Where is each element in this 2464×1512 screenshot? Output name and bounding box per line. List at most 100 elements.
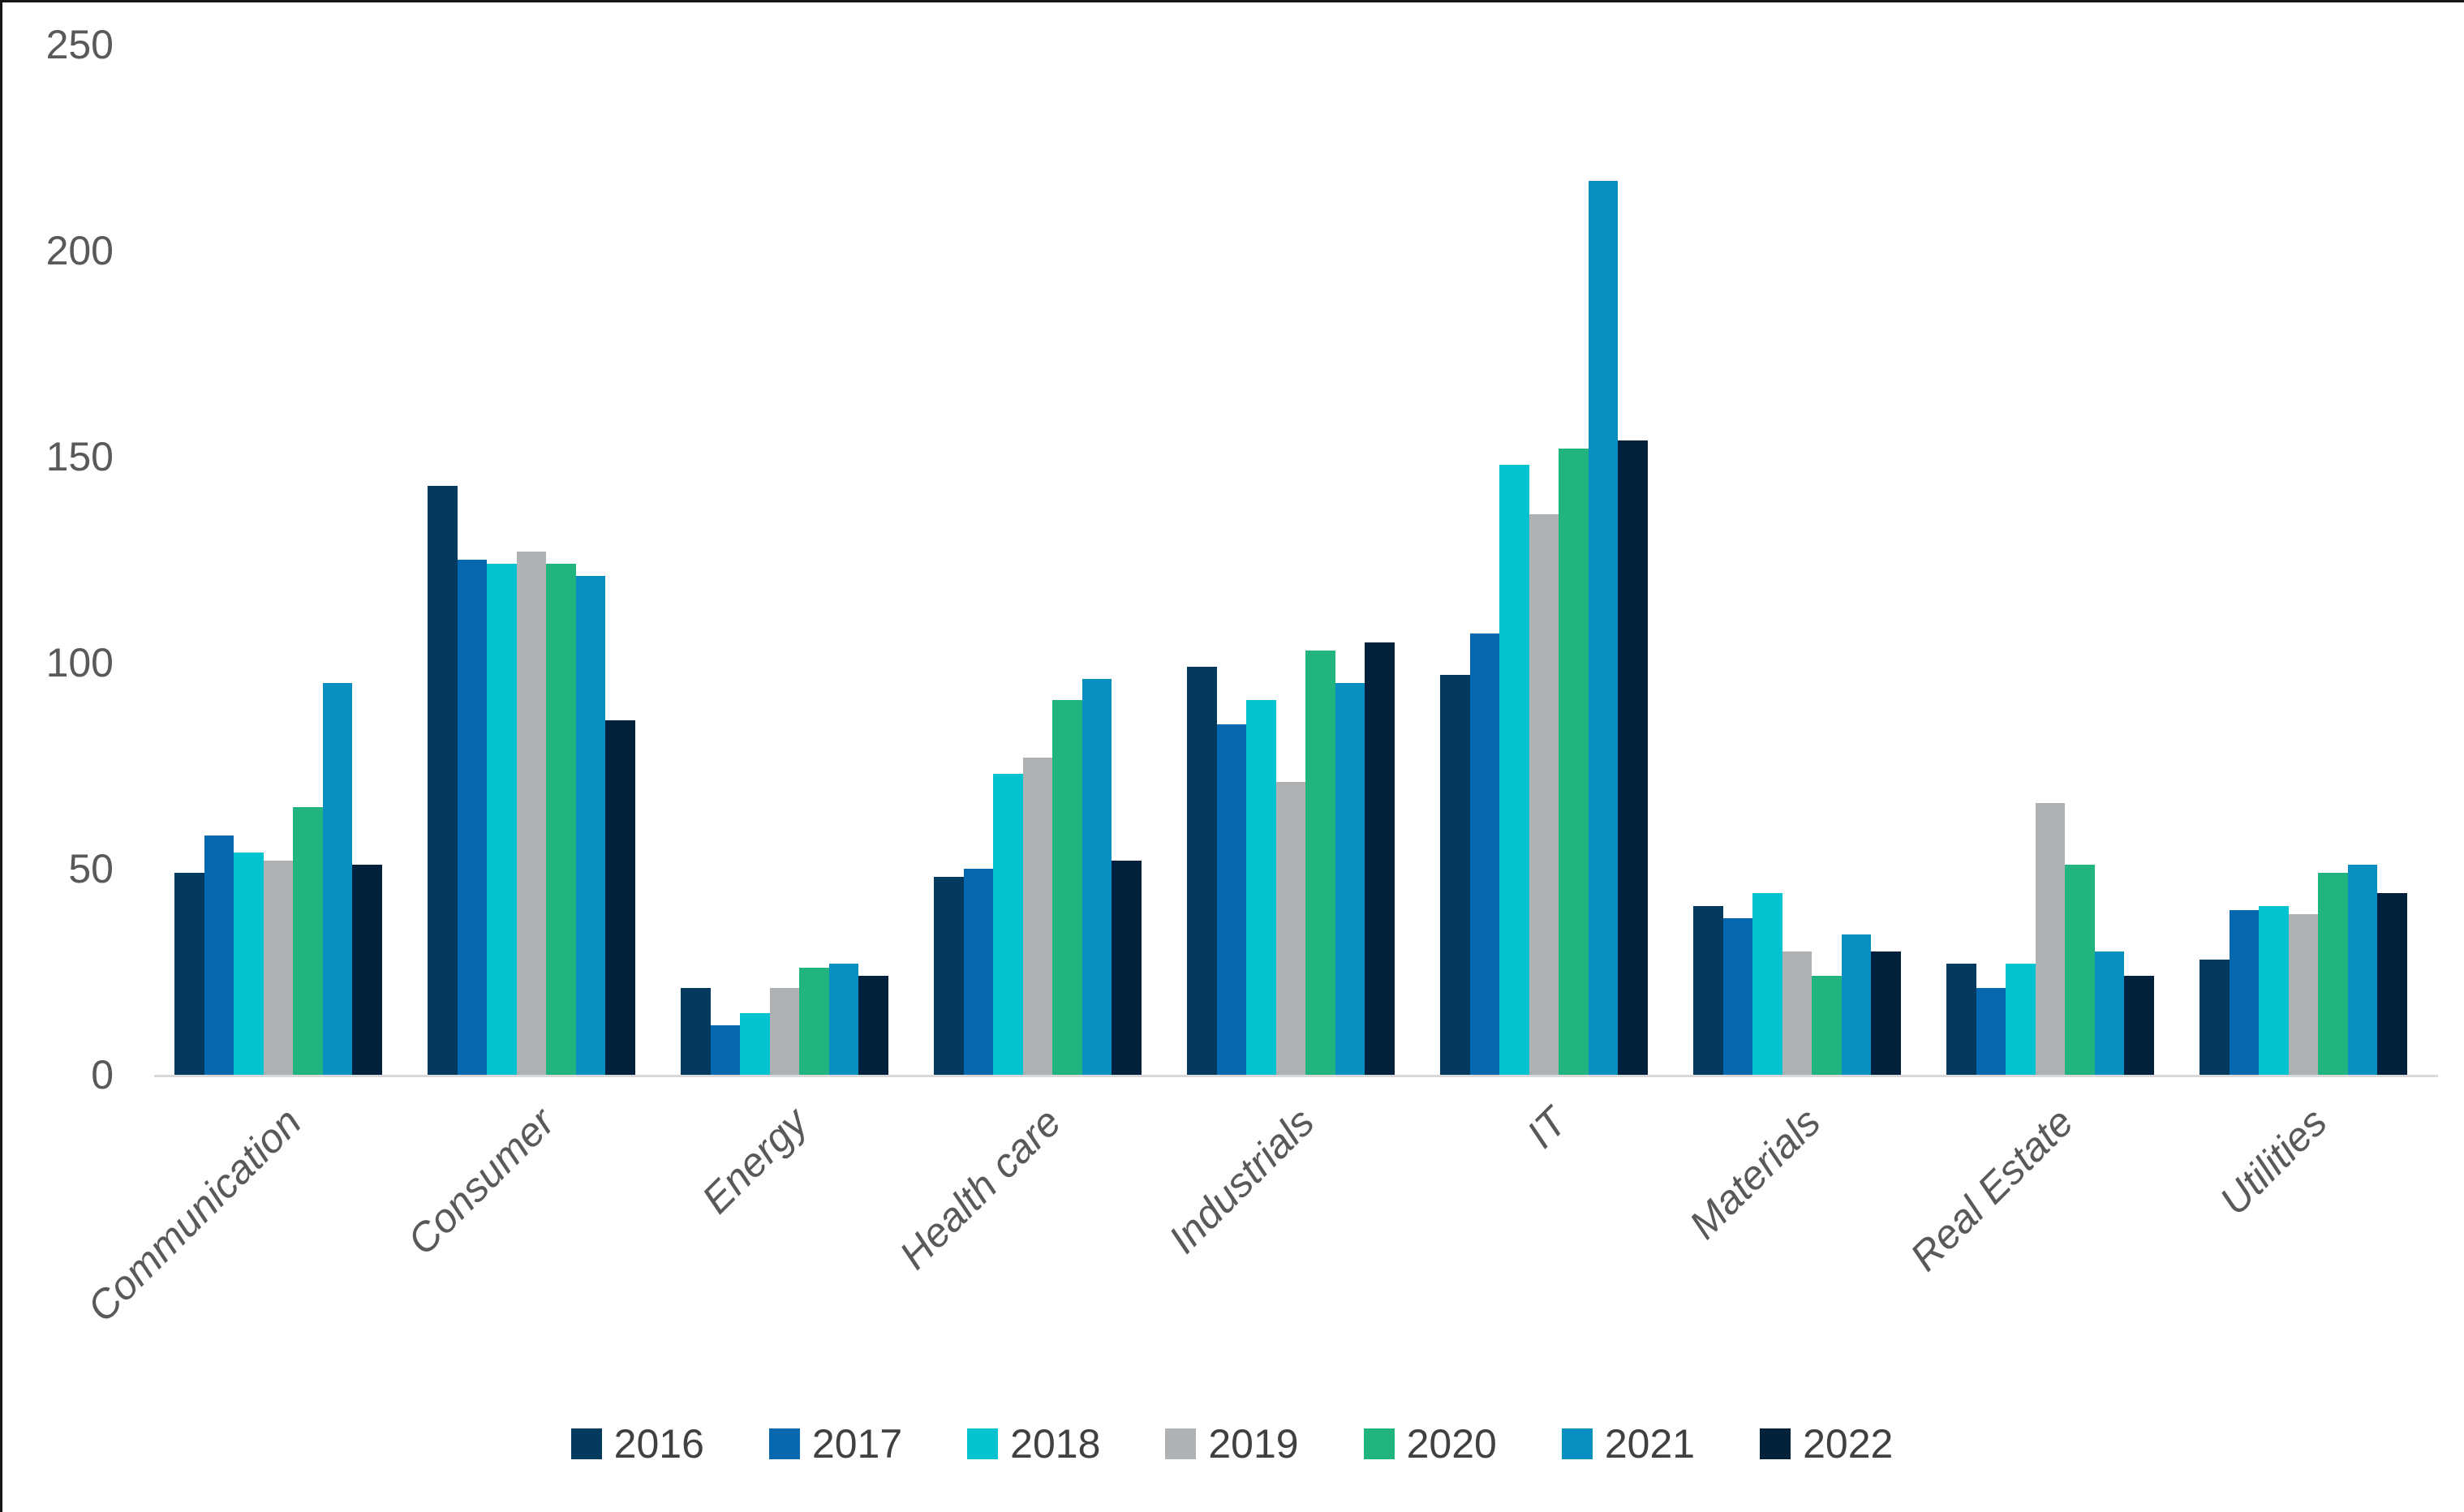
bar-real-estate-2017 (1976, 988, 2006, 1075)
bar-industrials-2017 (1216, 724, 1246, 1075)
y-axis-tick-label: 100 (45, 640, 114, 685)
legend-swatch-icon-2020 (1363, 1428, 1395, 1459)
legend-swatch-icon-2022 (1760, 1428, 1791, 1459)
bar-industrials-2021 (1335, 683, 1365, 1075)
bar-real-estate-2018 (2006, 963, 2036, 1075)
bar-real-estate-2020 (2065, 864, 2095, 1075)
bar-it-2017 (1469, 634, 1499, 1075)
bar-materials-2022 (1871, 951, 1901, 1075)
bar-utilities-2021 (2347, 864, 2377, 1075)
legend-label: 2022 (1803, 1421, 1894, 1467)
bar-materials-2018 (1752, 893, 1782, 1075)
x-axis-category-label: Communication (79, 1099, 311, 1331)
bar-it-2016 (1440, 675, 1470, 1075)
x-axis-category-label: Health care (890, 1099, 1070, 1278)
y-axis-tick-label: 250 (45, 22, 114, 67)
legend-swatch-icon-2016 (570, 1428, 602, 1459)
bar-energy-2020 (799, 967, 829, 1075)
bar-materials-2016 (1693, 905, 1723, 1075)
legend-label: 2017 (811, 1421, 903, 1467)
y-axis-tick-label: 150 (45, 434, 114, 479)
bar-communication-2017 (204, 835, 234, 1075)
x-axis-line (154, 1075, 2438, 1077)
bar-it-2019 (1529, 514, 1559, 1075)
bar-it-2022 (1618, 440, 1648, 1075)
bar-utilities-2016 (2200, 959, 2230, 1075)
y-axis-tick-label: 200 (45, 228, 114, 273)
bar-utilities-2020 (2318, 873, 2348, 1075)
bar-materials-2021 (1841, 934, 1871, 1075)
legend-entry-2018: 2018 (967, 1421, 1100, 1467)
bar-utilities-2022 (2377, 893, 2407, 1075)
legend-entry-2017: 2017 (768, 1421, 903, 1467)
bar-consumer-2020 (546, 564, 576, 1075)
bar-communication-2020 (293, 806, 323, 1075)
bar-consumer-2018 (487, 564, 517, 1075)
legend-label: 2020 (1406, 1421, 1497, 1467)
bar-real-estate-2019 (2035, 802, 2065, 1075)
bar-consumer-2021 (575, 576, 605, 1075)
legend-label: 2016 (613, 1421, 704, 1467)
bar-health-care-2022 (1112, 860, 1142, 1075)
y-axis-tick-label: 50 (68, 846, 114, 891)
bar-consumer-2022 (605, 720, 635, 1075)
bar-utilities-2019 (2288, 913, 2318, 1075)
legend-label: 2021 (1604, 1421, 1696, 1467)
bar-real-estate-2021 (2094, 951, 2124, 1075)
bar-industrials-2019 (1275, 782, 1305, 1075)
bar-communication-2021 (322, 683, 352, 1075)
bar-industrials-2018 (1246, 699, 1276, 1075)
bar-it-2018 (1499, 465, 1529, 1075)
bar-industrials-2020 (1305, 650, 1335, 1075)
bar-consumer-2019 (516, 551, 546, 1075)
legend-entry-2021: 2021 (1561, 1421, 1696, 1467)
legend-swatch-icon-2017 (768, 1428, 800, 1459)
bar-energy-2018 (740, 1012, 770, 1075)
bar-health-care-2021 (1081, 679, 1112, 1075)
legend-label: 2018 (1010, 1421, 1101, 1467)
bar-communication-2018 (234, 852, 264, 1075)
bar-materials-2019 (1782, 951, 1812, 1075)
bar-industrials-2022 (1365, 642, 1395, 1075)
legend-entry-2016: 2016 (570, 1421, 704, 1467)
legend: 2016 2017 2018 2019 2020 2021 2022 (0, 1421, 2464, 1467)
bar-industrials-2016 (1187, 667, 1217, 1075)
x-axis-category-label: Real Estate (1901, 1099, 2083, 1280)
bar-energy-2021 (828, 963, 858, 1075)
bar-energy-2017 (710, 1025, 740, 1075)
x-axis-category-label: IT (1518, 1099, 1576, 1158)
legend-entry-2022: 2022 (1760, 1421, 1893, 1467)
bar-energy-2016 (681, 988, 711, 1075)
bar-utilities-2017 (2229, 909, 2259, 1075)
x-axis-category-label: Energy (693, 1099, 817, 1222)
bar-it-2021 (1588, 180, 1618, 1075)
bar-materials-2020 (1812, 976, 1842, 1075)
legend-entry-2019: 2019 (1165, 1421, 1299, 1467)
legend-swatch-icon-2018 (967, 1428, 999, 1459)
bar-health-care-2020 (1052, 699, 1082, 1075)
bar-communication-2022 (352, 864, 382, 1075)
legend-swatch-icon-2019 (1165, 1428, 1197, 1459)
bar-it-2020 (1559, 448, 1589, 1075)
bar-energy-2019 (769, 988, 799, 1075)
x-axis-category-label: Utilities (2210, 1099, 2336, 1224)
bar-materials-2017 (1722, 917, 1752, 1075)
bar-health-care-2019 (1022, 757, 1052, 1075)
legend-label: 2019 (1208, 1421, 1299, 1467)
bar-real-estate-2016 (1946, 963, 1976, 1075)
x-axis-category-label: Materials (1680, 1099, 1830, 1248)
legend-swatch-icon-2021 (1561, 1428, 1593, 1459)
bar-communication-2016 (174, 873, 204, 1075)
x-axis-category-label: Industrials (1159, 1099, 1323, 1262)
x-axis-category-label: Consumer (398, 1099, 564, 1264)
bar-health-care-2016 (934, 877, 964, 1075)
bar-energy-2022 (858, 976, 888, 1075)
bar-health-care-2018 (993, 774, 1023, 1075)
bar-utilities-2018 (2259, 905, 2289, 1075)
y-axis-tick-label: 0 (91, 1052, 114, 1097)
bar-real-estate-2022 (2124, 976, 2154, 1075)
bar-communication-2019 (263, 860, 293, 1075)
bar-health-care-2017 (963, 869, 993, 1075)
legend-entry-2020: 2020 (1363, 1421, 1497, 1467)
